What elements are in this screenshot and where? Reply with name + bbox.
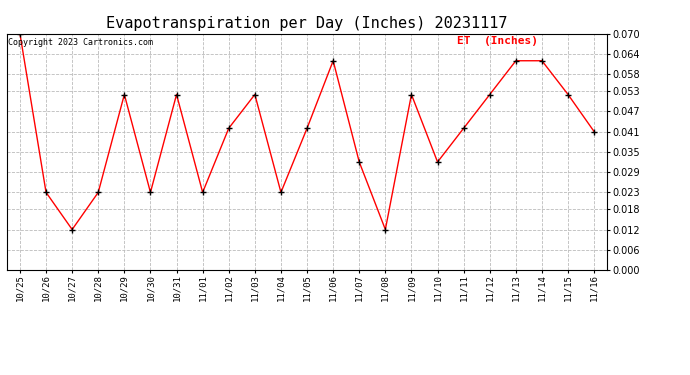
Text: Copyright 2023 Cartronics.com: Copyright 2023 Cartronics.com xyxy=(8,39,153,48)
Title: Evapotranspiration per Day (Inches) 20231117: Evapotranspiration per Day (Inches) 2023… xyxy=(106,16,508,31)
Text: ET  (Inches): ET (Inches) xyxy=(457,36,538,46)
